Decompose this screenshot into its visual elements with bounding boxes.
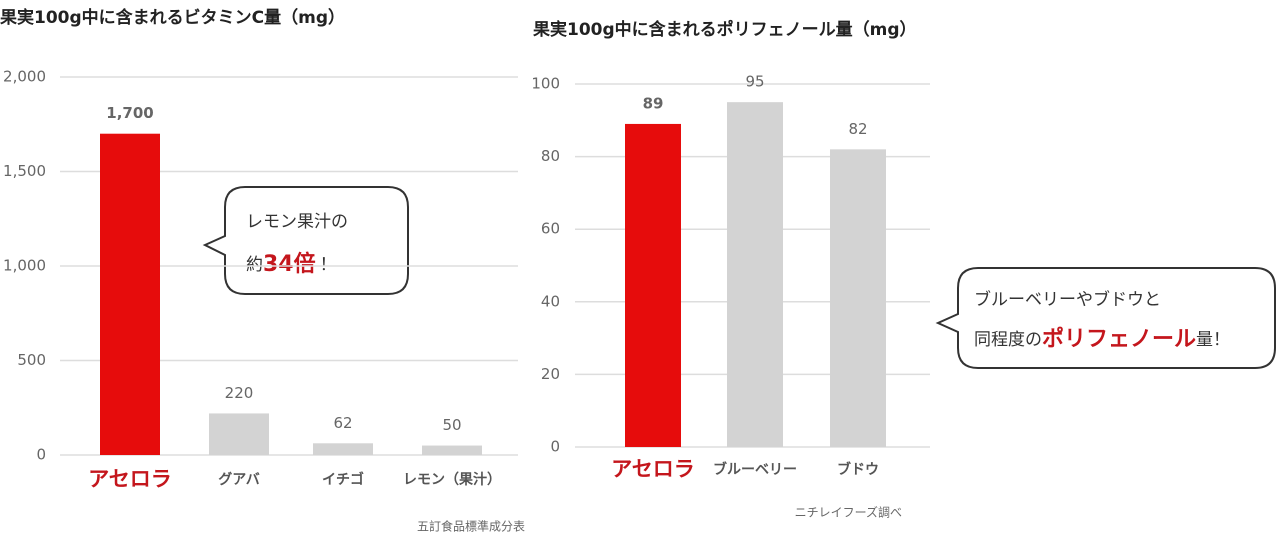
y-tick-label: 80: [541, 147, 560, 165]
y-tick-label: 0: [36, 446, 46, 464]
value-label: 50: [442, 416, 461, 434]
y-tick-label: 1,500: [3, 162, 46, 180]
y-tick-label: 500: [17, 351, 46, 369]
callout-bubble: [935, 267, 1276, 369]
callout-bubble: [202, 186, 409, 295]
callout-emphasis: 34倍: [263, 251, 316, 277]
source-note: 五訂食品標準成分表: [417, 519, 525, 534]
value-label: 95: [745, 73, 764, 91]
callout-text: 約: [246, 255, 263, 275]
x-tick-label: ブドウ: [837, 461, 879, 478]
value-label: 62: [333, 414, 352, 432]
source-note: ニチレイフーズ調べ: [795, 505, 902, 520]
bar: [625, 123, 681, 448]
bar: [727, 102, 783, 448]
y-tick-label: 0: [550, 438, 560, 456]
bar: [209, 413, 269, 455]
bar: [313, 443, 373, 455]
bar: [422, 445, 482, 455]
bar: [100, 133, 160, 455]
x-tick-label: イチゴ: [322, 471, 364, 488]
x-tick-label: アセロラ: [88, 467, 172, 491]
chart-title: 果実100g中に含まれるビタミンC量（mg）: [0, 7, 345, 28]
callout-text: 量！: [1196, 330, 1230, 350]
bar: [830, 149, 886, 447]
callout-emphasis: ポリフェノール: [1042, 326, 1196, 352]
y-tick-label: 20: [541, 365, 560, 383]
callout-text: 同程度のポリフェノール量！: [974, 326, 1230, 352]
x-tick-label: ブルーベリー: [713, 461, 797, 478]
callout-text: 約34倍！: [246, 251, 337, 277]
value-label: 82: [848, 120, 867, 138]
y-tick-label: 40: [541, 292, 560, 310]
value-label: 220: [225, 384, 254, 402]
y-tick-label: 60: [541, 220, 560, 238]
value-label: 1,700: [106, 104, 153, 122]
value-label: 89: [643, 94, 664, 112]
callout-text: 同程度の: [974, 330, 1042, 350]
y-tick-label: 2,000: [3, 68, 46, 86]
callout-text: ！: [320, 255, 337, 275]
y-tick-label: 100: [531, 75, 560, 93]
x-tick-label: レモン（果汁）: [403, 471, 501, 488]
callout-text: ブルーベリーやブドウと: [974, 289, 1161, 310]
x-tick-label: アセロラ: [611, 457, 695, 481]
x-tick-label: グアバ: [218, 471, 259, 488]
callout-text: レモン果汁の: [246, 212, 348, 232]
y-tick-label: 1,000: [3, 257, 46, 275]
chart-title: 果実100g中に含まれるポリフェノール量（mg）: [533, 19, 917, 40]
